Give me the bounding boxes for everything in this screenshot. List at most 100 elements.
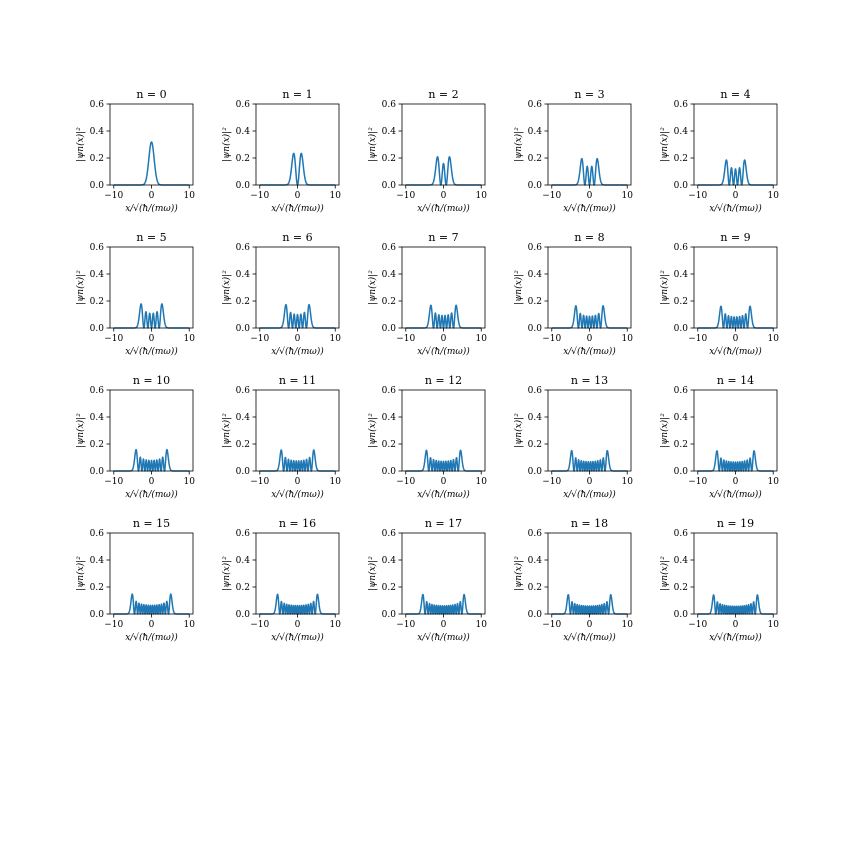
x-axis-label: x/√(ħ/(mω)) xyxy=(709,346,762,357)
y-tick-label: 0.0 xyxy=(90,610,105,620)
x-tick-label: 0 xyxy=(587,620,593,630)
x-tick-label: 10 xyxy=(622,620,634,630)
x-axis-label: x/√(ħ/(mω)) xyxy=(709,632,762,643)
y-tick-label: 0.6 xyxy=(528,529,543,539)
x-tick-label: −10 xyxy=(250,191,269,201)
subplot-n-17: −10 0 10 0.0 0.2 0.4 0.6 n = 17 x/√(ħ/(mω)) |ψn(x… xyxy=(367,517,487,643)
y-axis-label: |ψn(x)|² xyxy=(221,270,232,305)
density-curve-line xyxy=(405,449,482,472)
x-axis-label: x/√(ħ/(mω)) xyxy=(125,203,178,214)
y-tick-label: 0.6 xyxy=(382,529,397,539)
y-axis-label: |ψn(x)|² xyxy=(367,413,378,448)
axes-frame xyxy=(693,389,778,472)
subplot-title: n = 4 xyxy=(720,88,750,101)
y-tick-label: 0.0 xyxy=(382,467,397,477)
axes-frame xyxy=(109,532,194,615)
x-tick-label: −10 xyxy=(396,477,415,487)
y-tick-label: 0.4 xyxy=(90,556,105,566)
axes-frame xyxy=(401,246,486,329)
x-tick-label: 10 xyxy=(184,334,196,344)
y-tick-label: 0.0 xyxy=(382,324,397,334)
y-tick-label: 0.6 xyxy=(90,243,105,253)
x-tick-label: 10 xyxy=(768,477,780,487)
y-tick-label: 0.0 xyxy=(674,324,689,334)
density-curve-line xyxy=(405,304,482,329)
y-tick-label: 0.0 xyxy=(90,324,105,334)
x-tick-label: 10 xyxy=(330,620,342,630)
axes-frame xyxy=(547,532,632,615)
y-tick-label: 0.4 xyxy=(236,556,251,566)
axes-frame xyxy=(401,103,486,186)
subplot-title: n = 10 xyxy=(133,374,170,387)
x-axis-label: x/√(ħ/(mω)) xyxy=(563,203,616,214)
density-curve-line xyxy=(259,303,336,329)
subplot-title: n = 8 xyxy=(574,231,604,244)
y-axis-label: |ψn(x)|² xyxy=(513,556,524,591)
x-tick-label: −10 xyxy=(396,620,415,630)
y-tick-label: 0.0 xyxy=(236,610,251,620)
subplot-title: n = 12 xyxy=(425,374,462,387)
y-tick-label: 0.0 xyxy=(674,467,689,477)
subplot-n-12: −10 0 10 0.0 0.2 0.4 0.6 n = 12 x/√(ħ/(mω)) |ψn(x… xyxy=(367,374,487,500)
density-curve-line xyxy=(697,159,774,186)
y-tick-label: 0.4 xyxy=(528,556,543,566)
y-axis-label: |ψn(x)|² xyxy=(75,270,86,305)
x-tick-label: 10 xyxy=(476,477,488,487)
x-tick-label: 10 xyxy=(768,334,780,344)
x-tick-label: 0 xyxy=(149,334,155,344)
density-curve-line xyxy=(259,449,336,472)
y-tick-label: 0.2 xyxy=(90,440,104,450)
x-axis-label: x/√(ħ/(mω)) xyxy=(271,632,324,643)
y-tick-label: 0.2 xyxy=(90,583,104,593)
x-axis-label: x/√(ħ/(mω)) xyxy=(125,346,178,357)
x-tick-label: −10 xyxy=(104,334,123,344)
x-tick-label: −10 xyxy=(542,191,561,201)
y-tick-label: 0.6 xyxy=(236,100,251,110)
y-tick-label: 0.4 xyxy=(674,127,689,137)
y-tick-label: 0.4 xyxy=(90,127,105,137)
y-tick-label: 0.2 xyxy=(528,154,542,164)
x-tick-label: 0 xyxy=(149,620,155,630)
y-tick-label: 0.4 xyxy=(528,413,543,423)
y-tick-label: 0.2 xyxy=(674,440,688,450)
y-tick-label: 0.2 xyxy=(382,583,396,593)
y-tick-label: 0.4 xyxy=(528,127,543,137)
y-tick-label: 0.0 xyxy=(528,467,543,477)
density-curve-line xyxy=(113,141,190,186)
y-axis-label: |ψn(x)|² xyxy=(659,413,670,448)
y-tick-label: 0.4 xyxy=(90,413,105,423)
axes-frame xyxy=(547,389,632,472)
x-tick-label: 0 xyxy=(441,477,447,487)
subplot-n-14: −10 0 10 0.0 0.2 0.4 0.6 n = 14 x/√(ħ/(mω)) |ψn(x… xyxy=(659,374,779,500)
y-tick-label: 0.6 xyxy=(674,100,689,110)
subplot-title: n = 3 xyxy=(574,88,604,101)
y-tick-label: 0.0 xyxy=(236,181,251,191)
y-axis-label: |ψn(x)|² xyxy=(367,270,378,305)
x-tick-label: 10 xyxy=(184,620,196,630)
y-axis-label: |ψn(x)|² xyxy=(659,127,670,162)
y-axis-label: |ψn(x)|² xyxy=(75,127,86,162)
y-tick-label: 0.4 xyxy=(236,127,251,137)
axes-frame xyxy=(109,103,194,186)
x-tick-label: 0 xyxy=(587,191,593,201)
subplot-n-10: −10 0 10 0.0 0.2 0.4 0.6 n = 10 x/√(ħ/(mω)) |ψn(x… xyxy=(75,374,195,500)
x-tick-label: 10 xyxy=(622,477,634,487)
x-tick-label: 0 xyxy=(733,477,739,487)
x-tick-label: 10 xyxy=(768,191,780,201)
x-tick-label: 0 xyxy=(149,477,155,487)
x-tick-label: 0 xyxy=(733,620,739,630)
y-tick-label: 0.4 xyxy=(674,556,689,566)
y-tick-label: 0.4 xyxy=(674,413,689,423)
y-tick-label: 0.6 xyxy=(528,243,543,253)
density-curve-line xyxy=(259,152,336,186)
x-tick-label: 10 xyxy=(330,477,342,487)
subplot-title: n = 7 xyxy=(428,231,458,244)
x-tick-label: 10 xyxy=(330,191,342,201)
x-tick-label: 10 xyxy=(476,334,488,344)
y-tick-label: 0.6 xyxy=(382,100,397,110)
y-tick-label: 0.2 xyxy=(674,297,688,307)
x-tick-label: −10 xyxy=(250,477,269,487)
subplot-n-19: −10 0 10 0.0 0.2 0.4 0.6 n = 19 x/√(ħ/(mω)) |ψn(x… xyxy=(659,517,779,643)
y-tick-label: 0.6 xyxy=(90,386,105,396)
x-tick-label: 0 xyxy=(733,191,739,201)
